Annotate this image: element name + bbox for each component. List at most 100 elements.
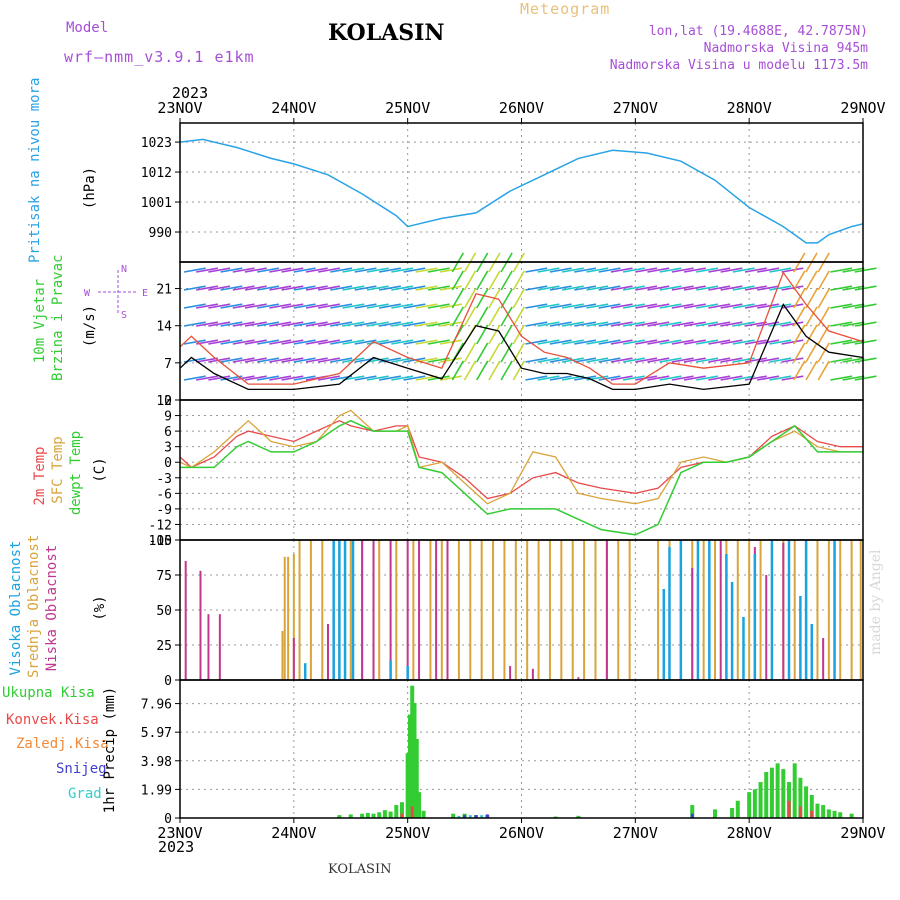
wind-barb xyxy=(318,285,340,291)
rain-total-bar xyxy=(407,714,412,818)
wind-barb xyxy=(500,360,513,381)
wind-barb xyxy=(269,267,292,273)
wind-barb xyxy=(769,339,792,345)
rain-total-bar xyxy=(421,810,426,818)
wind-barb xyxy=(757,303,780,309)
wind-barb xyxy=(196,285,219,291)
wind-barb xyxy=(269,321,292,327)
wind-barb xyxy=(366,339,389,345)
rain-total-bar xyxy=(792,763,797,818)
wind-barb xyxy=(842,267,865,273)
cloud-mid-bar xyxy=(492,540,495,680)
wind-barb xyxy=(379,357,401,363)
wind-barb xyxy=(354,285,377,291)
wind-barb xyxy=(610,321,633,327)
wind-barb xyxy=(659,285,682,291)
hail-bar xyxy=(457,815,461,818)
wind-barb xyxy=(281,321,304,327)
wind-barb xyxy=(610,267,633,273)
wind-barb xyxy=(183,267,206,273)
wind-barb xyxy=(720,285,743,291)
wind-barb xyxy=(574,285,597,291)
cloud-low-bar xyxy=(406,540,409,680)
cloud-mid-bar xyxy=(548,540,551,680)
wind-barb xyxy=(330,321,353,327)
wind-barb xyxy=(232,303,255,309)
cloud-mid-bar xyxy=(736,540,739,680)
cloud-low-bar xyxy=(326,624,329,680)
cloud-high-bar xyxy=(730,582,734,680)
rain-total-bar xyxy=(804,786,809,818)
wind-barb xyxy=(183,321,206,327)
model-altitude-text: Nadmorska Visina u modelu 1173.5m xyxy=(609,58,868,73)
wind-barb xyxy=(598,339,621,345)
y-tick-label: 0 xyxy=(164,674,172,689)
cloud-mid-bar xyxy=(816,540,819,680)
wind-barb xyxy=(379,267,401,273)
snow-bar xyxy=(474,815,478,818)
wind-barb xyxy=(757,285,780,291)
wind-barb xyxy=(683,321,706,327)
wind-barb xyxy=(757,339,780,345)
wind-barb xyxy=(293,285,316,291)
legend-total-rain: Ukupna Kisa xyxy=(2,685,95,701)
wind-barb xyxy=(720,321,743,327)
wind-barb xyxy=(549,303,572,309)
wind-barb xyxy=(257,321,279,327)
cloud-high-bar xyxy=(389,660,392,680)
wind-barb xyxy=(805,288,818,309)
rain-total-bar xyxy=(775,763,780,818)
wind-barb xyxy=(586,267,609,273)
wind-barb xyxy=(622,339,645,345)
wind-barb xyxy=(610,339,633,345)
wind-barb xyxy=(671,303,694,309)
wind-barb xyxy=(196,321,219,327)
cloud-low-bar xyxy=(199,570,202,680)
wind-barb xyxy=(622,285,645,291)
cloud-mid-bar xyxy=(429,540,432,680)
y-tick-label: 75 xyxy=(156,569,172,584)
cloud-mid-bar xyxy=(628,540,631,680)
wind-barb xyxy=(257,285,279,291)
wind-barb xyxy=(817,324,830,345)
wind-barb xyxy=(512,360,525,381)
wind-barb xyxy=(305,339,328,345)
rain-total-bar xyxy=(348,814,353,818)
wind-barb xyxy=(525,303,548,309)
cloud-mid-bar xyxy=(469,540,472,680)
wind-barb xyxy=(647,375,670,381)
wind-barb xyxy=(537,339,560,345)
wind-barb xyxy=(415,321,438,327)
legend-snow: Snijeg xyxy=(56,761,107,777)
wind-barb xyxy=(220,357,243,363)
rain-total-bar xyxy=(832,810,837,818)
y-tick-label: -12 xyxy=(149,518,172,533)
wind-barb xyxy=(671,375,694,381)
wind-barb xyxy=(354,339,377,345)
x-tick-label-top: 23NOV xyxy=(157,99,202,117)
wind-barb xyxy=(379,303,401,309)
wind-barb xyxy=(488,342,501,363)
wind-barb xyxy=(744,339,767,345)
wind-barb xyxy=(842,321,865,327)
wind-barb xyxy=(257,357,279,363)
y-tick-label: 7 xyxy=(164,357,172,372)
wind-barb xyxy=(683,357,706,363)
wind-barb xyxy=(781,375,804,381)
wind-barb xyxy=(769,285,792,291)
cloud-low-bar xyxy=(207,614,210,680)
wind-barb xyxy=(549,339,572,345)
cloud-mid-bar xyxy=(378,540,381,680)
wind-barb xyxy=(488,360,501,381)
wind-barb xyxy=(415,303,438,309)
wind-barb xyxy=(427,339,450,345)
wind-barb xyxy=(427,285,450,291)
cloud-mid-bar xyxy=(283,556,286,680)
wind-barb xyxy=(476,270,489,291)
cloud-low-bar xyxy=(691,568,694,680)
cloud-low-bar xyxy=(782,542,785,680)
wind-barb xyxy=(598,321,621,327)
y-tick-label: 6 xyxy=(164,425,172,440)
wind-barb xyxy=(549,375,572,381)
rain-total-bar xyxy=(781,769,786,818)
